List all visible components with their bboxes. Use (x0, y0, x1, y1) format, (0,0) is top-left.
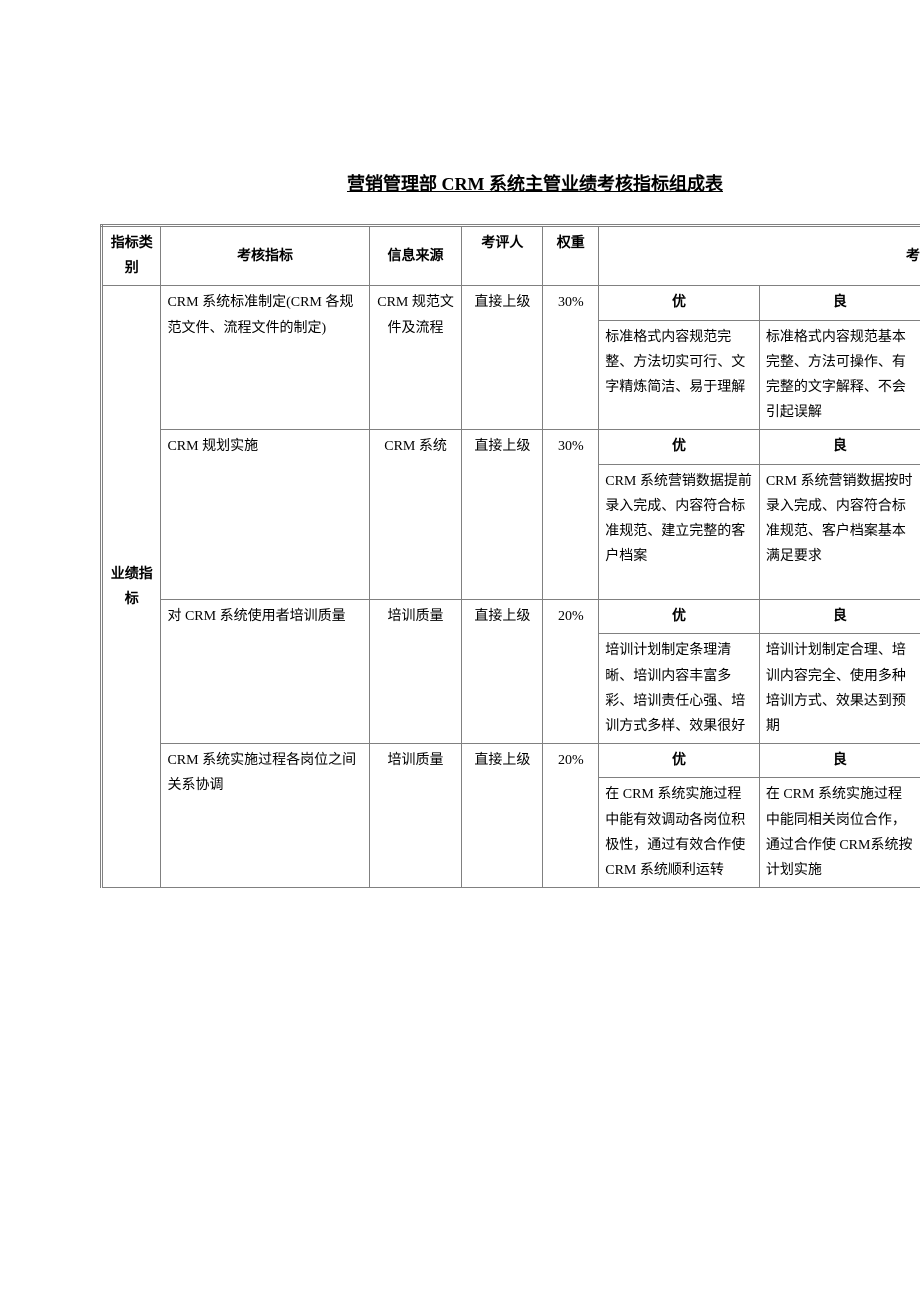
weight-cell: 30% (543, 430, 599, 600)
grade-excellent-desc: 标准格式内容规范完整、方法切实可行、文字精炼简洁、易于理解 (599, 320, 760, 430)
indicator-cell: 对 CRM 系统使用者培训质量 (161, 600, 369, 744)
evaluator-cell: 直接上级 (462, 286, 543, 430)
grade-good-label: 良 (759, 286, 920, 320)
source-cell: 培训质量 (369, 600, 462, 744)
evaluator-cell: 直接上级 (462, 430, 543, 600)
grade-excellent-label: 优 (599, 430, 760, 464)
grade-excellent-label: 优 (599, 744, 760, 778)
weight-cell: 20% (543, 600, 599, 744)
category-cell: 业绩指标 (102, 286, 161, 888)
header-category: 指标类别 (102, 226, 161, 286)
assessment-table: 指标类别 考核指标 信息来源 考评人 权重 考 业绩指标 CRM 系统标准制定(… (100, 224, 920, 888)
grade-excellent-label: 优 (599, 286, 760, 320)
page-container: 营销管理部 CRM 系统主管业绩考核指标组成表 指标类别 考核指标 信息来源 考… (0, 0, 920, 888)
grade-excellent-desc: 在 CRM 系统实施过程中能有效调动各岗位积极性，通过有效合作使 CRM 系统顺… (599, 778, 760, 888)
table-row: CRM 系统实施过程各岗位之间关系协调 培训质量 直接上级 20% 优 良 (102, 744, 920, 778)
header-criteria: 考 (599, 226, 920, 286)
grade-excellent-desc: CRM 系统营销数据提前录入完成、内容符合标准规范、建立完整的客户档案 (599, 464, 760, 600)
header-weight: 权重 (543, 226, 599, 286)
table-row: 业绩指标 CRM 系统标准制定(CRM 各规范文件、流程文件的制定) CRM 规… (102, 286, 920, 320)
grade-good-desc: 培训计划制定合理、培训内容完全、使用多种培训方式、效果达到预期 (759, 634, 920, 744)
grade-excellent-label: 优 (599, 600, 760, 634)
source-cell: 培训质量 (369, 744, 462, 888)
evaluator-cell: 直接上级 (462, 744, 543, 888)
weight-cell: 20% (543, 744, 599, 888)
weight-cell: 30% (543, 286, 599, 430)
grade-good-desc: 标准格式内容规范基本完整、方法可操作、有完整的文字解释、不会引起误解 (759, 320, 920, 430)
source-cell: CRM 规范文件及流程 (369, 286, 462, 430)
grade-good-label: 良 (759, 600, 920, 634)
indicator-cell: CRM 系统标准制定(CRM 各规范文件、流程文件的制定) (161, 286, 369, 430)
evaluator-cell: 直接上级 (462, 600, 543, 744)
header-evaluator: 考评人 (462, 226, 543, 286)
header-indicator: 考核指标 (161, 226, 369, 286)
grade-good-desc: 在 CRM 系统实施过程中能同相关岗位合作，通过合作使 CRM系统按计划实施 (759, 778, 920, 888)
indicator-cell: CRM 规划实施 (161, 430, 369, 600)
table-header-row: 指标类别 考核指标 信息来源 考评人 权重 考 (102, 226, 920, 286)
grade-good-desc: CRM 系统营销数据按时录入完成、内容符合标准规范、客户档案基本满足要求 (759, 464, 920, 600)
grade-good-label: 良 (759, 744, 920, 778)
table-row: CRM 规划实施 CRM 系统 直接上级 30% 优 良 (102, 430, 920, 464)
document-title: 营销管理部 CRM 系统主管业绩考核指标组成表 (100, 170, 920, 196)
grade-excellent-desc: 培训计划制定条理清晰、培训内容丰富多彩、培训责任心强、培训方式多样、效果很好 (599, 634, 760, 744)
table-row: 对 CRM 系统使用者培训质量 培训质量 直接上级 20% 优 良 (102, 600, 920, 634)
indicator-cell: CRM 系统实施过程各岗位之间关系协调 (161, 744, 369, 888)
header-source: 信息来源 (369, 226, 462, 286)
grade-good-label: 良 (759, 430, 920, 464)
source-cell: CRM 系统 (369, 430, 462, 600)
